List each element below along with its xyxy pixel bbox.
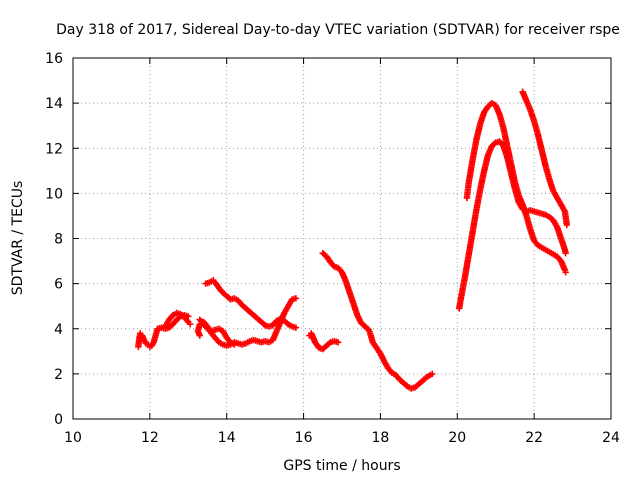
y-tick-label: 14	[45, 96, 63, 112]
data-point	[334, 339, 342, 346]
marker-layer	[135, 88, 571, 392]
y-tick-label: 6	[54, 277, 63, 293]
data-point	[325, 340, 333, 347]
data-point	[562, 249, 569, 257]
x-tick-label: 14	[218, 430, 236, 446]
y-tick-label: 0	[54, 412, 63, 428]
x-tick-label: 16	[295, 430, 313, 446]
x-tick-label: 10	[64, 430, 82, 446]
series-arc-10	[519, 88, 571, 229]
data-point	[231, 341, 238, 348]
series-arc-1	[135, 312, 192, 350]
y-axis-label: SDTVAR / TECUs	[10, 181, 26, 296]
data-point	[562, 269, 569, 276]
data-point	[292, 295, 300, 302]
y-tick-label: 10	[45, 186, 63, 202]
x-tick-label: 22	[525, 430, 543, 446]
x-tick-label: 18	[372, 430, 390, 446]
data-point	[491, 140, 498, 147]
x-tick-label: 20	[448, 430, 466, 446]
data-point	[292, 324, 300, 331]
tick-layer	[72, 57, 612, 420]
data-point	[187, 321, 194, 328]
x-axis-label: GPS time / hours	[283, 458, 400, 474]
series-arc-7	[319, 249, 436, 392]
x-tick-label: 24	[602, 430, 620, 446]
data-point	[563, 221, 571, 229]
data-point	[283, 319, 291, 327]
y-tick-label: 2	[54, 367, 63, 383]
data-point	[422, 375, 429, 382]
y-tick-label: 12	[45, 141, 63, 157]
series-arc-5	[202, 277, 300, 331]
y-tick-label: 16	[45, 51, 63, 67]
data-point	[429, 370, 436, 378]
series-arc-2	[162, 309, 194, 330]
series-arc-9	[463, 99, 569, 276]
data-point	[260, 321, 268, 328]
x-tick-label: 12	[141, 430, 159, 446]
y-tick-label: 4	[54, 322, 63, 338]
y-tick-label: 8	[54, 232, 63, 248]
chart-title: Day 318 of 2017, Sidereal Day-to-day VTE…	[56, 22, 620, 38]
series-arc-6	[306, 330, 342, 353]
data-point	[402, 381, 410, 389]
series-arc-4	[196, 316, 238, 348]
